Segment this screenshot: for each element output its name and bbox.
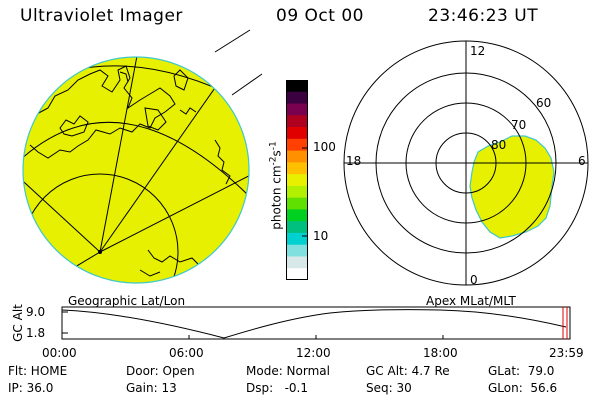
altitude-xtick: 23:59 <box>549 346 584 360</box>
colorbar-swatch <box>286 221 308 234</box>
status-glat: GLat: 79.0 <box>488 364 555 378</box>
mlt-label-12: 12 <box>470 44 486 58</box>
colorbar-swatch <box>286 103 308 116</box>
colorbar-tick-10: 10 <box>313 229 329 243</box>
colorbar-swatch <box>286 80 308 93</box>
colorbar-swatch <box>286 150 308 163</box>
geo-auroral-fill <box>23 57 249 283</box>
lat-label-70: 70 <box>511 118 527 132</box>
colorbar-swatch <box>286 256 308 269</box>
latitude-circle <box>23 173 179 283</box>
geo-pole-dot <box>98 250 102 254</box>
instrument-title: Ultraviolet Imager <box>20 6 183 26</box>
polar-auroral-fill <box>469 135 555 239</box>
altitude-ytick-low: 1.8 <box>26 326 46 340</box>
coastline <box>119 71 129 83</box>
colorbar-tick-100: 100 <box>313 140 336 154</box>
colorbar-swatch <box>286 185 308 199</box>
coastline <box>139 269 161 277</box>
status-dsp: Dsp: -0.1 <box>246 381 309 395</box>
status-ip: IP: 36.0 <box>8 381 54 395</box>
color-bar <box>286 80 308 281</box>
altitude-axis-title: GC Alt <box>11 304 25 342</box>
mlt-label-6: 6 <box>578 154 586 168</box>
meridian <box>99 159 249 253</box>
status-mode: Mode: Normal <box>246 364 330 378</box>
altitude-xtick: 12:00 <box>296 346 331 360</box>
time-label: 23:46:23 UT <box>428 6 539 26</box>
coastline <box>179 107 197 115</box>
colorbar-swatch <box>286 197 308 211</box>
status-sequence: Seq: 30 <box>366 381 412 395</box>
polar-caption: Apex MLat/MLT <box>426 294 516 308</box>
altitude-curve <box>61 309 567 339</box>
altitude-xtick: 18:00 <box>423 346 458 360</box>
coastline <box>59 115 89 137</box>
meridian <box>214 29 251 53</box>
status-flight: Flt: HOME <box>8 364 68 378</box>
colorbar-swatch <box>286 244 308 258</box>
altitude-xtick: 06:00 <box>169 346 204 360</box>
status-gc-altitude: GC Alt: 4.7 Re <box>366 364 450 378</box>
colorbar-swatch <box>286 91 308 105</box>
latitude-arc <box>23 121 249 196</box>
lat-label-80: 80 <box>491 138 507 152</box>
status-door: Door: Open <box>126 364 195 378</box>
altitude-xtick: 00:00 <box>42 346 77 360</box>
status-glon: GLon: 56.6 <box>488 381 558 395</box>
meridian <box>99 57 141 253</box>
colorbar-swatch <box>286 174 308 187</box>
coastline <box>144 107 167 131</box>
date-label: 09 Oct 00 <box>276 6 364 26</box>
mlt-label-0: 0 <box>470 273 478 287</box>
altitude-plot-frame <box>61 306 571 340</box>
lat-label-60: 60 <box>536 96 552 110</box>
colorbar-swatch <box>286 209 308 222</box>
altitude-ytick-high: 9.0 <box>26 305 46 319</box>
colorbar-swatch <box>286 127 308 140</box>
coastline <box>173 69 189 91</box>
geo-disk-edge <box>22 56 250 284</box>
geo-caption: Geographic Lat/Lon <box>68 294 186 308</box>
meridian <box>231 73 263 96</box>
meridian <box>23 159 101 253</box>
colorbar-swatch <box>286 115 308 128</box>
coastline <box>29 65 176 159</box>
coastline <box>214 139 231 185</box>
mlt-label-18: 18 <box>346 154 362 168</box>
status-gain: Gain: 13 <box>126 381 177 395</box>
colorbar-swatch <box>286 268 308 281</box>
colorbar-swatch <box>286 162 308 175</box>
